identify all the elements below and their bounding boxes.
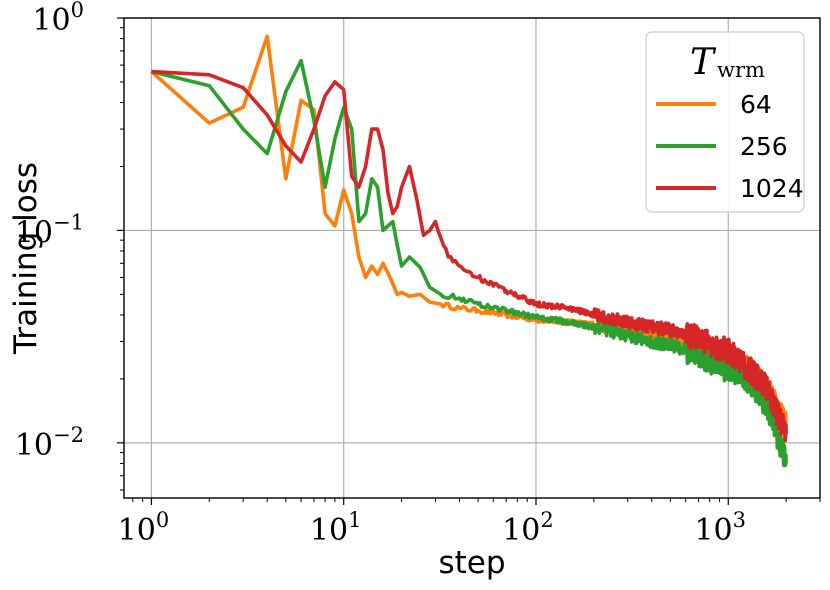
legend-box — [645, 31, 805, 213]
x-axis-label: step — [438, 545, 505, 581]
y-tick-label: 100 — [32, 0, 84, 38]
x-tick-label: 102 — [502, 508, 554, 548]
legend-entries: 64 256 1024 — [656, 90, 804, 203]
x-tick-label: 100 — [118, 508, 170, 548]
legend-title-main: T — [690, 42, 717, 83]
x-tick-label: 101 — [310, 508, 362, 548]
legend-label-256: 256 — [740, 132, 788, 161]
plot-frame — [123, 17, 821, 499]
axis-ticks: 100 101 102 103 100 10−1 10−2 — [15, 0, 821, 548]
y-tick-label: 10−1 — [15, 210, 84, 250]
legend-label-1024: 1024 — [740, 174, 804, 203]
series-line-1024 — [151, 69, 788, 443]
x-tick-label: 103 — [694, 508, 746, 548]
y-axis-label: Training loss — [8, 162, 44, 355]
series-lines — [150, 34, 788, 468]
legend-title-sub: wrm — [717, 58, 765, 82]
legend-label-64: 64 — [740, 90, 772, 119]
y-tick-label: 10−2 — [15, 423, 84, 463]
